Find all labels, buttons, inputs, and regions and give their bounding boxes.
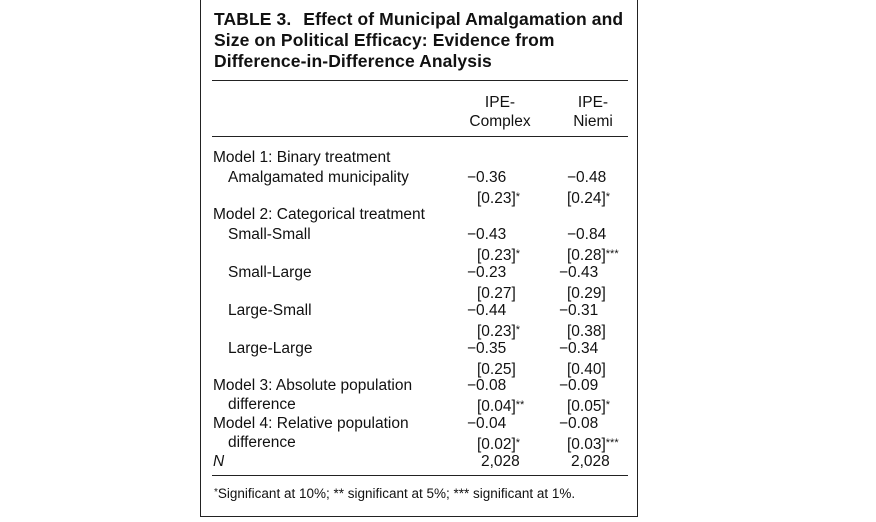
footnote-text: Significant at 10%; ** significant at 5%… <box>217 486 576 501</box>
se-value: [0.04] <box>477 398 516 415</box>
coef-cell: −0.09 <box>559 377 599 394</box>
se-cell: [0.27] <box>477 283 516 303</box>
coef-cell: −0.23 <box>467 264 507 281</box>
row-label: Small-Large <box>228 264 312 281</box>
se-cell: [0.02]* <box>477 434 520 454</box>
coef-cell: −0.48 <box>567 169 607 186</box>
coef-cell: −0.31 <box>559 302 599 319</box>
coef-cell: −0.43 <box>467 226 507 243</box>
column-header-ipe-niemi: IPE- Niemi <box>553 93 633 131</box>
sig-stars: * <box>515 437 521 449</box>
sig-stars: * <box>515 324 521 336</box>
column-header-line2: Niemi <box>573 113 613 130</box>
coef-cell: −0.84 <box>567 226 607 243</box>
se-cell: [0.23]* <box>477 245 520 265</box>
se-value: [0.23] <box>477 323 516 340</box>
column-header-line1: IPE- <box>484 94 516 111</box>
row-label: Large-Small <box>228 302 312 319</box>
top-rule <box>212 80 628 81</box>
model3-heading-cont: difference <box>228 396 296 413</box>
header-rule <box>212 136 628 137</box>
se-value: [0.23] <box>477 247 516 264</box>
sig-stars: * <box>605 191 611 203</box>
model4-heading-cont: difference <box>228 434 296 451</box>
sig-stars: * <box>605 399 611 411</box>
row-label: Amalgamated municipality <box>228 169 409 186</box>
se-value: [0.25] <box>477 361 516 378</box>
column-header-line1: IPE- <box>577 94 609 111</box>
model4-heading: Model 4: Relative population <box>213 415 409 432</box>
se-cell: [0.23]* <box>477 188 520 208</box>
se-cell: [0.25] <box>477 359 516 379</box>
se-value: [0.24] <box>567 190 606 207</box>
se-cell: [0.28]*** <box>567 245 619 265</box>
coef-cell: −0.44 <box>467 302 507 319</box>
n-value: 2,028 <box>481 453 520 470</box>
n-value: 2,028 <box>571 453 610 470</box>
se-value: [0.38] <box>567 323 606 340</box>
se-value: [0.28] <box>567 247 606 264</box>
se-cell: [0.03]*** <box>567 434 619 454</box>
coef-cell: −0.08 <box>467 377 507 394</box>
coef-cell: −0.04 <box>467 415 507 432</box>
coef-cell: −0.43 <box>559 264 599 281</box>
sig-stars: * <box>515 248 521 260</box>
se-cell: [0.40] <box>567 359 606 379</box>
sig-stars: * <box>515 191 521 203</box>
row-label: Small-Small <box>228 226 311 243</box>
sig-stars: *** <box>605 437 619 449</box>
n-label: N <box>213 453 225 470</box>
coef-cell: −0.34 <box>559 340 599 357</box>
model2-heading: Model 2: Categorical treatment <box>213 206 425 223</box>
se-cell: [0.04]** <box>477 396 524 416</box>
se-value: [0.23] <box>477 190 516 207</box>
se-cell: [0.05]* <box>567 396 610 416</box>
se-value: [0.27] <box>477 285 516 302</box>
se-value: [0.40] <box>567 361 606 378</box>
se-value: [0.02] <box>477 436 516 453</box>
row-label: Large-Large <box>228 340 313 357</box>
table-number: TABLE 3. <box>214 9 292 29</box>
se-cell: [0.29] <box>567 283 606 303</box>
model1-heading: Model 1: Binary treatment <box>213 149 391 166</box>
coef-cell: −0.08 <box>559 415 599 432</box>
sig-stars: ** <box>515 399 525 411</box>
se-cell: [0.24]* <box>567 188 610 208</box>
table-title: TABLE 3. Effect of Municipal Amalgamation… <box>214 9 634 72</box>
coef-cell: −0.35 <box>467 340 507 357</box>
column-header-line2: Complex <box>469 113 531 130</box>
bottom-rule <box>212 475 628 476</box>
se-cell: [0.23]* <box>477 321 520 341</box>
model3-heading: Model 3: Absolute population <box>213 377 413 394</box>
footnote-star: * <box>214 487 218 498</box>
column-header-ipe-complex: IPE- Complex <box>460 93 540 131</box>
regression-table: TABLE 3. Effect of Municipal Amalgamation… <box>200 0 638 517</box>
se-value: [0.05] <box>567 398 606 415</box>
table-footnote: *Significant at 10%; ** significant at 5… <box>214 485 575 502</box>
se-value: [0.29] <box>567 285 606 302</box>
table-title-text: Effect of Municipal Amalgamation and Siz… <box>214 9 624 71</box>
se-cell: [0.38] <box>567 321 606 341</box>
se-value: [0.03] <box>567 436 606 453</box>
sig-stars: *** <box>605 248 619 260</box>
coef-cell: −0.36 <box>467 169 507 186</box>
